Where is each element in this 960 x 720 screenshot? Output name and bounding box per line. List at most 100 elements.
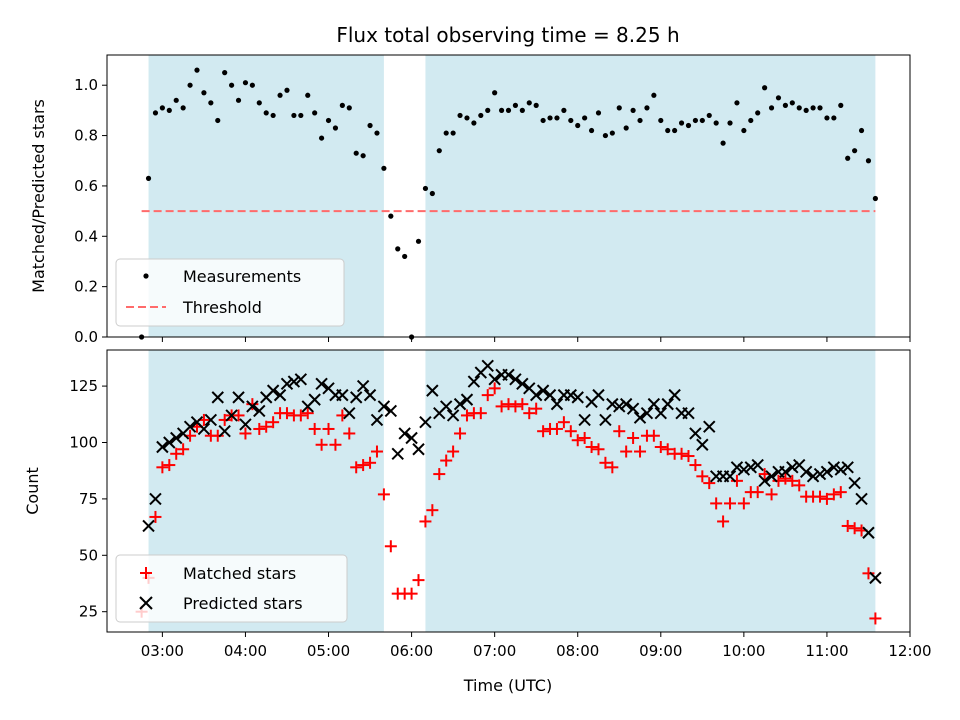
predicted-star-point — [426, 384, 439, 397]
measurement-point — [229, 82, 235, 88]
matched-star-point — [724, 497, 737, 510]
matched-stars-points — [135, 382, 882, 625]
predicted-star-point — [204, 413, 218, 427]
bottom-legend-box — [115, 554, 348, 623]
bottom-y-tick-label: 25 — [79, 603, 98, 621]
measurement-point — [332, 125, 339, 131]
measurement-point — [422, 185, 429, 192]
matched-star-point — [211, 429, 224, 442]
matched-star-point — [350, 461, 363, 474]
predicted-star-point — [723, 470, 737, 483]
measurement-point — [803, 107, 809, 113]
bottom-y-tick-label: 125 — [69, 377, 98, 395]
matched-star-point — [488, 382, 501, 395]
matched-star-point — [218, 413, 231, 426]
measurement-point — [367, 122, 373, 129]
x-tick-label: 07:00 — [473, 642, 516, 660]
measurement-point — [762, 85, 768, 91]
predicted-star-point — [786, 461, 799, 474]
threshold-legend-label: Threshold — [182, 298, 262, 317]
matched-star-point — [481, 389, 494, 402]
bottom-x-axis-label: Time (UTC) — [463, 676, 552, 695]
measurement-point — [637, 117, 643, 124]
matched-star-point — [357, 459, 370, 472]
measurement-point — [291, 112, 297, 119]
measurement-point — [658, 117, 664, 124]
measurement-point — [533, 102, 539, 108]
measurement-point — [235, 97, 242, 103]
predicted-star-point — [730, 461, 744, 474]
matched-star-point — [841, 519, 854, 532]
predicted-star-point — [336, 388, 349, 402]
predicted-star-point — [765, 470, 778, 483]
measurement-point — [512, 102, 519, 108]
predicted-star-point — [398, 427, 411, 440]
predicted-star-point — [751, 458, 764, 472]
measurement-point — [429, 190, 435, 197]
x-tick-label: 09:00 — [639, 642, 682, 660]
top-chart-title: Flux total observing time = 8.25 h — [336, 23, 679, 47]
top-panel: Flux total observing time = 8.25 h 0.00.… — [29, 23, 911, 346]
top-y-axis-label: Matched/Predicted stars — [29, 99, 48, 293]
measurement-point — [644, 105, 650, 111]
observing-span-2 — [425, 350, 876, 632]
predicted-star-point — [647, 397, 661, 411]
measurement-point — [595, 110, 602, 116]
predicted-star-point — [502, 368, 515, 382]
measurement-point — [256, 100, 262, 106]
matched-star-point — [779, 472, 792, 485]
top-x-axis — [161, 337, 911, 342]
matched-star-point — [301, 407, 314, 420]
matched-star-point — [786, 474, 799, 487]
matched-star-point — [523, 407, 536, 420]
matched-star-point — [550, 422, 563, 435]
predicted-star-point — [661, 397, 674, 411]
measurement-point — [215, 117, 221, 124]
predicted-legend-marker — [139, 596, 153, 610]
matched-star-point — [737, 497, 750, 510]
bottom-plot-frame — [106, 349, 911, 633]
measurement-point — [699, 117, 705, 124]
matched-star-point — [682, 450, 695, 463]
matched-star-point — [308, 422, 321, 435]
measurement-point — [741, 127, 747, 134]
predicted-star-point — [848, 476, 861, 490]
predicted-star-point — [488, 373, 501, 386]
predicted-star-point — [315, 377, 328, 391]
matched-star-point — [578, 431, 591, 444]
x-tick-label: 10:00 — [722, 642, 765, 660]
predicted-star-point — [855, 492, 868, 506]
top-legend-box — [115, 258, 345, 327]
matched-star-point — [156, 461, 169, 474]
matched-star-point — [149, 510, 162, 523]
measurement-point — [325, 117, 332, 124]
predicted-star-point — [294, 373, 308, 386]
matched-star-point — [820, 492, 833, 505]
predicted-star-point — [578, 413, 591, 427]
predicted-star-point — [806, 470, 820, 483]
predicted-star-point — [862, 526, 875, 539]
predicted-star-point — [363, 388, 377, 402]
predicted-star-point — [197, 422, 211, 436]
matched-star-point — [170, 447, 183, 460]
measurement-point — [623, 125, 629, 131]
top-y-tick-label: 0.2 — [74, 278, 98, 296]
measurement-point — [457, 112, 463, 119]
measurement-point — [831, 115, 837, 121]
measurement-point — [180, 105, 186, 111]
measurements-legend-label: Measurements — [183, 267, 301, 286]
measurements-legend-marker — [143, 273, 149, 279]
matched-star-point — [654, 441, 667, 454]
measurement-point — [166, 107, 172, 113]
matched-star-point — [460, 409, 473, 422]
measurement-point — [582, 115, 588, 121]
predicted-star-point — [460, 393, 474, 406]
measurement-point — [575, 122, 581, 129]
matched-star-point — [343, 427, 356, 440]
predicted-star-point — [211, 391, 224, 404]
predicted-star-point — [170, 431, 183, 445]
predicted-star-point — [156, 440, 169, 454]
matched-star-point — [862, 567, 875, 580]
bottom-x-axis: 03:00 04:00 05:00 06:00 07:00 08:00 09:00 10:00… — [141, 632, 932, 660]
